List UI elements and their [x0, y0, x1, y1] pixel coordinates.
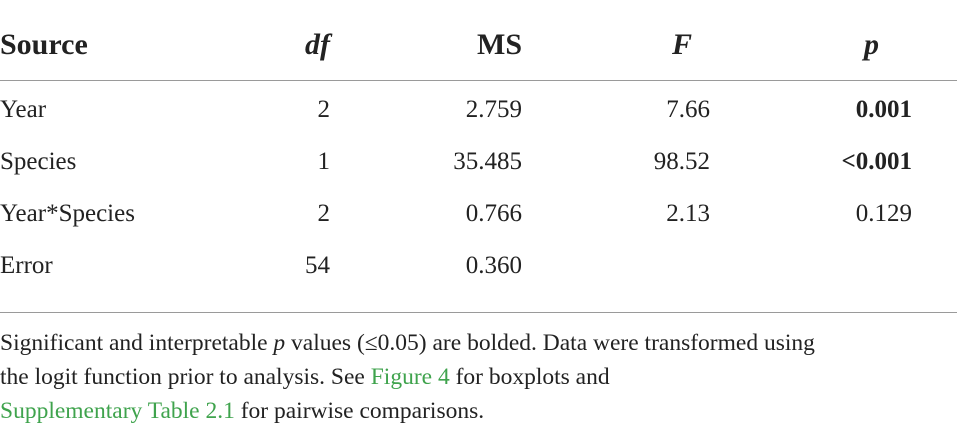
- table-rule: [0, 312, 957, 313]
- cell: 2.13: [666, 200, 710, 227]
- cell: 35.485: [453, 148, 522, 175]
- footnote-text: for pairwise comparisons.: [234, 398, 485, 424]
- footnote: Significant and interpretable p values (…: [0, 326, 815, 428]
- cell: Error: [0, 252, 53, 279]
- footnote-text: p: [273, 330, 286, 356]
- cell: 0.001: [855, 96, 912, 123]
- cell: 7.66: [666, 96, 710, 123]
- header-cell: p: [864, 28, 879, 61]
- footnote-text: the logit function prior to analysis. Se…: [0, 364, 371, 390]
- cell: 1: [317, 148, 331, 175]
- footnote-text: Significant and interpretable: [0, 330, 274, 356]
- footnote-text: for boxplots and: [449, 364, 610, 390]
- header-rule: [0, 80, 957, 81]
- cell: 0.129: [855, 200, 912, 227]
- cell: <0.001: [841, 148, 913, 175]
- cell: 2.759: [465, 96, 522, 123]
- cell: Species: [0, 148, 77, 175]
- header-cell: df: [305, 28, 330, 61]
- figure-link[interactable]: Figure 4: [370, 364, 450, 390]
- cell: 0.360: [465, 252, 522, 279]
- header-cell: MS: [477, 28, 522, 61]
- cell: Year*Species: [0, 200, 135, 227]
- supplementary-link[interactable]: Supplementary Table 2.1: [0, 398, 235, 424]
- header-cell: F: [671, 28, 692, 61]
- cell: 2: [317, 96, 331, 123]
- footnote-text: values (≤0.05) are bolded. Data were tra…: [285, 330, 815, 356]
- cell: 2: [317, 200, 331, 227]
- cell: 54: [305, 252, 330, 279]
- cell: Year: [0, 96, 47, 123]
- header-cell: Source: [0, 28, 88, 61]
- cell: 98.52: [653, 148, 710, 175]
- cell: 0.766: [465, 200, 522, 227]
